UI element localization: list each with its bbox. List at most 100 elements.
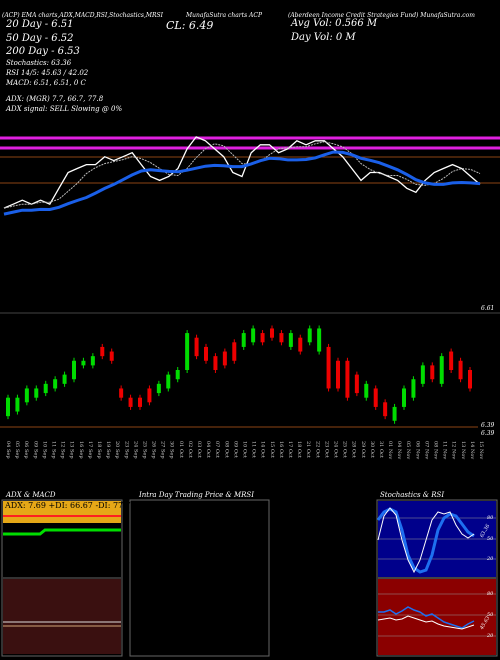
date-tick-label: 24 Sep bbox=[132, 441, 138, 459]
right-caption: (Aberdeen Income Credit Strategies Fund)… bbox=[288, 12, 475, 19]
candle-body bbox=[156, 383, 161, 394]
date-tick-label: 12 Sep bbox=[60, 441, 66, 459]
date-tick-label: 12 Nov bbox=[451, 441, 457, 459]
stoch-d-line bbox=[377, 507, 475, 574]
candle-body bbox=[288, 333, 293, 347]
date-tick-label: 10 Sep bbox=[41, 441, 47, 459]
candle-body bbox=[354, 374, 359, 394]
candle-body bbox=[204, 346, 208, 361]
date-tick-label: 07 Oct bbox=[214, 441, 220, 458]
adx-values-text: ADX: 7.69 +DI: 66.67 -DI: 77.78 bbox=[5, 501, 136, 510]
candle-body bbox=[298, 337, 303, 352]
candle-body bbox=[411, 379, 416, 398]
rsi-label: RSI 14/5: 45.63 / 42.02 bbox=[6, 69, 89, 77]
date-tick-label: 17 Sep bbox=[87, 441, 93, 459]
date-tick-label: 21 Oct bbox=[305, 441, 311, 458]
candle-body bbox=[90, 356, 95, 366]
stoch-level-20: 20 bbox=[487, 556, 494, 562]
candle-body bbox=[449, 351, 454, 370]
rsi-signal-line bbox=[377, 615, 475, 630]
candle-body bbox=[15, 397, 20, 412]
date-tick-label: 23 Sep bbox=[123, 441, 129, 459]
close-price-line bbox=[3, 136, 481, 209]
candle-body bbox=[62, 374, 67, 384]
date-tick-label: 02 Oct bbox=[187, 441, 193, 458]
adx-values-box bbox=[3, 501, 121, 523]
date-tick-label: 11 Nov bbox=[442, 441, 448, 459]
candle-body bbox=[109, 351, 114, 361]
candle-body bbox=[232, 342, 237, 361]
date-tick-label: 22 Oct bbox=[314, 441, 320, 458]
ma-dotted-line bbox=[3, 141, 481, 209]
date-tick-label: 08 Nov bbox=[433, 441, 439, 459]
candle-body bbox=[72, 360, 76, 380]
candle-body bbox=[373, 388, 378, 407]
date-tick-label: 08 Oct bbox=[223, 441, 229, 458]
stoch-k-line bbox=[376, 507, 475, 574]
candle-body bbox=[213, 356, 218, 370]
date-tick-label: 18 Sep bbox=[96, 441, 102, 459]
candle-body bbox=[119, 388, 124, 398]
price-bottom-label-2: 6.39 bbox=[481, 430, 495, 437]
candle-body bbox=[185, 333, 190, 370]
date-tick-label: 30 Oct bbox=[369, 441, 375, 458]
date-tick-label: 24 Oct bbox=[332, 441, 338, 458]
date-tick-label: 09 Sep bbox=[32, 441, 38, 459]
date-tick-label: 16 Sep bbox=[78, 441, 84, 459]
date-tick-label: 28 Oct bbox=[351, 441, 357, 458]
rsi-level-50: 50 bbox=[487, 612, 494, 618]
candle-body bbox=[81, 360, 86, 366]
candle-body bbox=[326, 346, 331, 389]
date-tick-label: 07 Nov bbox=[423, 441, 429, 459]
date-tick-label: 09 Oct bbox=[232, 441, 238, 458]
date-tick-label: 15 Nov bbox=[478, 441, 484, 459]
avg-vol-label: Avg Vol: 0.566 M bbox=[291, 18, 378, 29]
ema20-label: 20 Day - 6.51 bbox=[6, 19, 74, 30]
date-tick-label: 13 Nov bbox=[460, 441, 466, 459]
date-tick-label: 27 Sep bbox=[160, 441, 166, 459]
main-chart: 04 Sep 05 Sep 06 Sep 09 Sep 10 Sep 11 Sep 12 S… bbox=[0, 136, 500, 459]
candle-body bbox=[307, 328, 312, 343]
date-tick-label: 18 Oct bbox=[296, 441, 302, 458]
candle-body bbox=[468, 370, 472, 389]
candle-body bbox=[458, 360, 463, 380]
close-label: CL: 6.49 bbox=[166, 19, 214, 32]
adx-green-line bbox=[3, 528, 121, 536]
date-tick-label: 26 Sep bbox=[151, 441, 157, 459]
intraday-panel-title: Intra Day Trading Price & MRSI bbox=[139, 491, 254, 499]
candle-body bbox=[241, 333, 246, 347]
adx-signal-label: ADX signal: SELL Slowing @ 0% bbox=[6, 105, 123, 113]
date-tick-label: 14 Oct bbox=[260, 441, 266, 458]
date-tick-label: 25 Sep bbox=[141, 441, 147, 459]
candle-body bbox=[138, 397, 142, 407]
candle-body bbox=[345, 360, 350, 398]
ema200-label: 200 Day - 6.53 bbox=[6, 46, 80, 57]
price-top-label: 6.61 bbox=[481, 305, 495, 312]
ema50-label: 50 Day - 6.52 bbox=[6, 33, 74, 44]
date-tick-label: 04 Sep bbox=[5, 441, 11, 459]
date-tick-label: 17 Oct bbox=[287, 441, 293, 458]
date-tick-label: 05 Sep bbox=[14, 441, 20, 459]
candle-body bbox=[383, 402, 388, 417]
adx-panel-title: ADX & MACD bbox=[6, 491, 56, 499]
rsi-line bbox=[378, 606, 475, 629]
candle-body bbox=[128, 397, 133, 407]
candle-body bbox=[430, 365, 435, 380]
candle-body bbox=[34, 388, 39, 398]
candle-body bbox=[53, 379, 58, 389]
date-tick-label: 20 Sep bbox=[114, 441, 120, 459]
day-vol-label: Day Vol: 0 M bbox=[291, 32, 356, 43]
candle-body bbox=[260, 333, 265, 343]
candle-body bbox=[392, 406, 397, 421]
candle-body bbox=[317, 328, 322, 352]
rsi-level-80: 80 bbox=[487, 591, 494, 597]
date-tick-label: 04 Oct bbox=[205, 441, 211, 458]
candle-body bbox=[279, 333, 284, 343]
date-tick-label: 06 Nov bbox=[414, 441, 420, 459]
candle-body bbox=[166, 374, 171, 389]
date-tick-label: 15 Oct bbox=[269, 441, 275, 458]
date-tick-label: 30 Sep bbox=[169, 441, 175, 459]
candle-body bbox=[24, 388, 29, 403]
stoch-panel-title: Stochastics & RSI bbox=[380, 491, 445, 499]
